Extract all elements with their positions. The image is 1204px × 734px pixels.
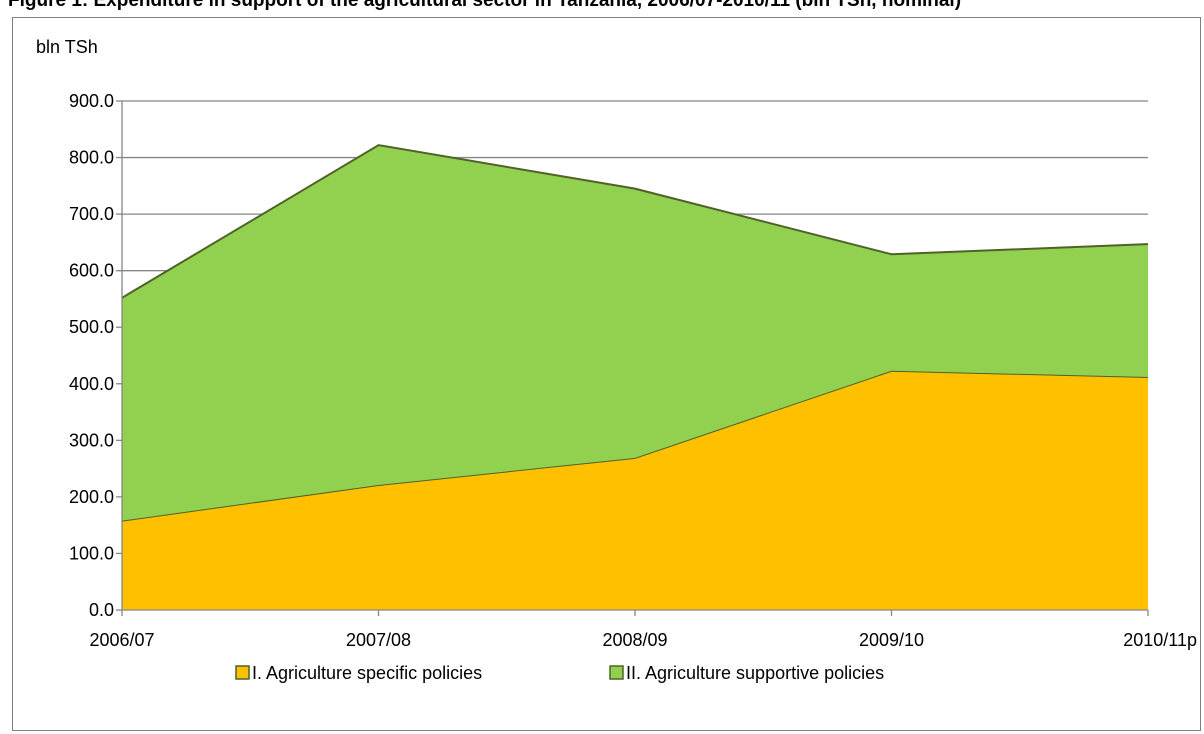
x-tick-label: 2006/07 (89, 630, 154, 650)
axes (116, 100, 1149, 616)
x-tick-label: 2008/09 (602, 630, 667, 650)
legend-swatch-1 (235, 665, 250, 680)
legend: I. Agriculture specific policies II. Agri… (235, 663, 884, 683)
y-tick-label: 100.0 (69, 543, 114, 563)
y-tick-label: 800.0 (69, 148, 114, 168)
y-tick-label: 500.0 (69, 317, 114, 337)
y-tick-label: 400.0 (69, 374, 114, 394)
y-axis-label: bln TSh (36, 37, 98, 57)
y-tick-labels: 0.0 100.0 200.0 300.0 400.0 500.0 600.0 700.0 80… (69, 91, 114, 620)
legend-label-1: I. Agriculture specific policies (252, 663, 482, 683)
x-tick-label: 2009/10 (859, 630, 924, 650)
legend-label-2: II. Agriculture supportive policies (626, 663, 884, 683)
area-series-1 (122, 370, 1148, 610)
y-tick-label: 900.0 (69, 91, 114, 111)
plot-areas (121, 144, 1149, 610)
x-tick-label: 2010/11p (1123, 630, 1197, 650)
y-tick-label: 300.0 (69, 430, 114, 450)
area-series-2-outline (121, 144, 1149, 299)
x-tick-label: 2007/08 (346, 630, 411, 650)
y-tick-label: 200.0 (69, 487, 114, 507)
y-tick-label: 700.0 (69, 204, 114, 224)
legend-swatch-2 (609, 665, 624, 680)
area-series-2 (122, 145, 1148, 521)
x-tick-labels: 2006/07 2007/08 2008/09 2009/10 2010/11p (89, 630, 1197, 650)
y-tick-label: 0.0 (89, 600, 114, 620)
y-tick-label: 600.0 (69, 261, 114, 281)
figure-title: Figure 1: Expenditure in support of the … (8, 0, 962, 11)
